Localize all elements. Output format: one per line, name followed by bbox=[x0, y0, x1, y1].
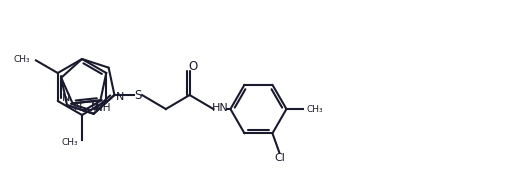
Text: N: N bbox=[116, 92, 124, 102]
Text: CH₃: CH₃ bbox=[13, 55, 30, 64]
Text: CH₃: CH₃ bbox=[307, 105, 324, 114]
Text: NH: NH bbox=[94, 103, 110, 113]
Text: S: S bbox=[134, 89, 142, 102]
Text: O: O bbox=[188, 60, 197, 73]
Text: HN: HN bbox=[212, 103, 229, 113]
Text: CH₃: CH₃ bbox=[61, 138, 78, 147]
Text: N: N bbox=[62, 93, 70, 103]
Text: N: N bbox=[73, 102, 82, 112]
Text: Cl: Cl bbox=[274, 153, 285, 163]
Text: N: N bbox=[90, 102, 99, 112]
